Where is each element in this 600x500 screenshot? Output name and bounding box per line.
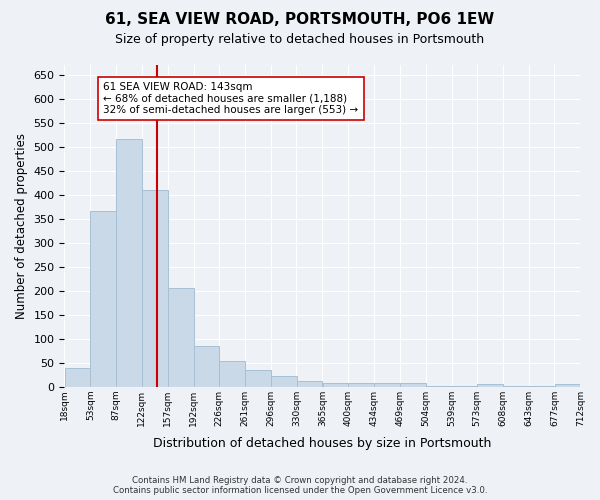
- Bar: [219, 362, 245, 386]
- Bar: [400, 383, 425, 386]
- Text: 61 SEA VIEW ROAD: 143sqm
← 68% of detached houses are smaller (1,188)
32% of sem: 61 SEA VIEW ROAD: 143sqm ← 68% of detach…: [103, 82, 359, 115]
- Bar: [348, 383, 374, 386]
- Bar: [478, 384, 503, 386]
- Text: 61, SEA VIEW ROAD, PORTSMOUTH, PO6 1EW: 61, SEA VIEW ROAD, PORTSMOUTH, PO6 1EW: [106, 12, 494, 28]
- Bar: [271, 376, 296, 386]
- Y-axis label: Number of detached properties: Number of detached properties: [15, 133, 28, 319]
- Bar: [194, 346, 219, 387]
- Bar: [65, 368, 90, 386]
- Bar: [90, 212, 116, 386]
- Bar: [142, 190, 167, 386]
- Bar: [168, 288, 194, 386]
- X-axis label: Distribution of detached houses by size in Portsmouth: Distribution of detached houses by size …: [153, 437, 491, 450]
- Bar: [296, 382, 322, 386]
- Bar: [554, 384, 580, 386]
- Bar: [116, 140, 142, 386]
- Text: Contains HM Land Registry data © Crown copyright and database right 2024.
Contai: Contains HM Land Registry data © Crown c…: [113, 476, 487, 495]
- Text: Size of property relative to detached houses in Portsmouth: Size of property relative to detached ho…: [115, 32, 485, 46]
- Bar: [374, 383, 400, 386]
- Bar: [323, 383, 348, 386]
- Bar: [245, 370, 271, 386]
